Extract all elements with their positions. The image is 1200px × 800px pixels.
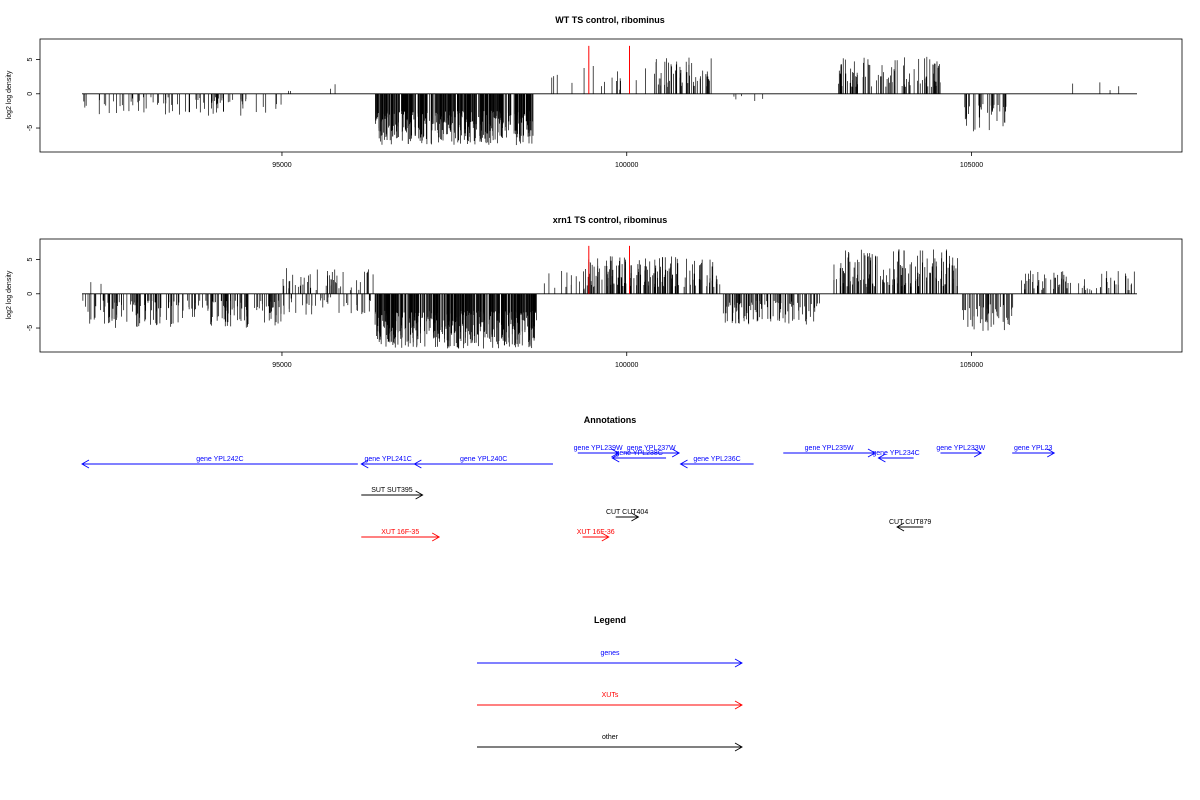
legend-label: other [602,734,619,741]
annotation-arrowhead [413,459,422,469]
p1-ytick-label: 5 [27,57,34,61]
annotation-label: gene YPL241C [364,456,411,463]
p1-ytick-label: -5 [27,125,34,131]
p1-xtick-label: 95000 [272,162,292,169]
annotation-label: gene YPL240C [460,456,507,463]
p1-ytick-label: 0 [27,92,34,96]
annotation-label: gene YPL23 [1014,445,1053,452]
legend-arrowhead [734,742,743,752]
annotation-label: gene YPL237W [627,445,676,452]
p2-xtick-label: 95000 [272,362,292,369]
annotations-title: Annotations [584,415,637,425]
annotation-arrowhead [360,459,369,469]
annotation-label: gene YPL234C [872,450,919,457]
legend-arrowhead [734,658,743,668]
annotation-label: XUT 16F-36 [577,529,615,536]
legend-label: genes [600,650,620,657]
annotation-arrow: CUT CUT879 [889,519,931,532]
p2-xtick-label: 105000 [960,362,983,369]
annotation-arrow: gene YPL240C [413,456,553,469]
annotation-arrow: SUT SUT395 [361,487,424,500]
annotation-arrow: gene YPL237W [623,445,681,458]
annotation-arrowhead [679,459,688,469]
p2-ytick-label: 0 [27,292,34,296]
legend-label: XUTs [602,692,619,699]
annotation-label: CUT CUT404 [606,509,648,516]
legend: genes XUTs other [477,650,743,752]
legend-entry: XUTs [477,692,743,710]
legend-title: Legend [594,615,626,625]
annotation-arrow: gene YPL236C [679,456,754,469]
annotation-arrow: XUT 16F-35 [361,529,441,542]
annotation-arrowhead [431,532,441,542]
annotation-arrow: gene YPL235W [783,445,876,458]
p2-xtick-label: 100000 [615,362,638,369]
panel1-title: WT TS control, ribominus [555,15,665,25]
panel1-x-axis: 95000 100000 105000 [272,152,983,169]
panel2-frame [39,238,1183,353]
annotations-track: gene YPL242C gene YPL241C gene YPL240C gene… [81,445,1056,542]
annotation-label: gene YPL233W [936,445,985,452]
annotation-arrowhead [611,453,620,463]
annotation-label: gene YPL236C [693,456,740,463]
annotation-arrow: gene YPL233W [936,445,986,458]
annotation-label: gene YPL238C [615,450,662,457]
annotation-arrow: gene YPL239W [574,445,623,458]
annotation-arrowhead [81,459,90,469]
panel1-y-axis: -5 0 5 [27,57,40,131]
annotation-arrowhead [867,448,876,458]
annotation-label: SUT SUT395 [371,487,413,494]
annotation-arrowhead [973,448,983,458]
legend-arrowhead [734,700,743,710]
annotation-arrowhead [1047,448,1056,458]
annotation-arrowhead [415,490,424,500]
panel1-frame [39,38,1183,153]
panel2-bars [82,245,1137,349]
p2-ytick-label: -5 [27,325,34,331]
annotation-label: XUT 16F-35 [381,529,419,536]
p1-xtick-label: 100000 [615,162,638,169]
annotation-arrowhead [601,532,610,542]
legend-entry: other [477,734,743,752]
annotation-arrow: gene YPL23 [1012,445,1056,458]
panel2-x-axis: 95000 100000 105000 [272,352,983,369]
annotation-label: CUT CUT879 [889,519,931,526]
panel2-ylabel: log2 log density [6,270,13,319]
annotation-arrow: gene YPL241C [360,456,416,469]
annotation-arrowhead [631,512,640,522]
annotation-label: gene YPL235W [805,445,854,452]
annotation-arrow: gene YPL238C [611,450,667,463]
p1-xtick-label: 105000 [960,162,983,169]
annotation-arrowhead [671,448,681,458]
legend-entry: genes [477,650,743,668]
panel1-bars [82,45,1137,146]
panel2-title: xrn1 TS control, ribominus [553,215,668,225]
annotation-arrowhead [611,448,620,458]
panel1-ylabel: log2 log density [6,70,13,119]
annotation-arrow: XUT 16F-36 [577,529,615,542]
annotation-arrowhead [896,522,905,532]
annotation-arrowhead [877,453,886,463]
annotation-arrow: gene YPL234C [872,450,920,463]
annotation-label: gene YPL239W [574,445,623,452]
panel2-y-axis: -5 0 5 [27,257,40,331]
annotation-arrow: CUT CUT404 [606,509,648,522]
annotation-label: gene YPL242C [196,456,243,463]
p2-ytick-label: 5 [27,257,34,261]
annotation-arrow: gene YPL242C [81,456,358,469]
